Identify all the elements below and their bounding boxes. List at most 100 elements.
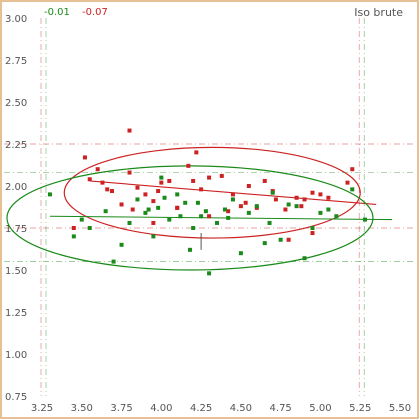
data-point	[283, 207, 288, 212]
data-point	[215, 220, 220, 225]
correlation-label-1: -0.01	[44, 7, 70, 18]
data-point	[345, 180, 350, 185]
x-tick-label: 4.25	[190, 403, 212, 414]
data-point	[310, 231, 315, 236]
y-tick-label: 1.75	[5, 224, 27, 235]
x-tick-label: 5.25	[349, 403, 371, 414]
x-tick-label: 4.75	[270, 403, 292, 414]
data-point	[71, 226, 76, 230]
data-point	[246, 210, 251, 215]
series-1	[71, 128, 355, 242]
data-point	[294, 195, 299, 200]
data-point	[82, 155, 87, 160]
x-tick-label: 5.50	[389, 403, 411, 414]
data-point	[286, 237, 291, 242]
data-point	[195, 200, 200, 205]
data-point	[159, 180, 164, 185]
y-tick-label: 0.75	[5, 392, 27, 403]
data-point	[299, 204, 304, 209]
data-point	[127, 128, 132, 133]
data-point	[286, 202, 291, 207]
data-point	[318, 210, 323, 215]
data-point	[130, 207, 135, 212]
data-point	[178, 214, 183, 219]
x-tick-label: 3.50	[71, 403, 93, 414]
data-point	[254, 204, 259, 209]
data-point	[87, 177, 92, 182]
data-point	[326, 195, 331, 200]
data-point	[191, 226, 196, 230]
data-point	[95, 167, 100, 172]
data-point	[100, 180, 105, 185]
regression-line	[49, 215, 393, 221]
data-point	[230, 192, 235, 197]
data-point	[310, 226, 315, 230]
data-point	[167, 178, 172, 183]
data-point	[175, 192, 180, 197]
data-point	[146, 207, 151, 212]
data-point	[151, 199, 156, 204]
confidence-ellipse	[63, 146, 361, 239]
data-point	[302, 197, 307, 202]
data-point	[262, 178, 267, 183]
data-point	[318, 192, 323, 197]
data-point	[246, 184, 251, 188]
data-point	[294, 204, 299, 209]
data-point	[71, 234, 76, 239]
data-point	[350, 187, 355, 192]
data-point	[110, 189, 115, 194]
data-point	[207, 271, 212, 276]
data-point	[47, 192, 52, 197]
data-point	[162, 195, 167, 200]
data-point	[135, 197, 140, 202]
y-tick-label: 2.50	[5, 98, 27, 109]
data-point	[183, 200, 188, 205]
data-point	[362, 217, 367, 222]
y-tick-label: 3.00	[5, 14, 27, 25]
data-point	[334, 214, 339, 219]
data-point	[199, 187, 204, 192]
data-point	[156, 205, 161, 210]
data-point	[310, 190, 315, 195]
data-point	[119, 202, 124, 207]
x-tick-label: 3.25	[31, 403, 53, 414]
data-point	[302, 256, 307, 261]
data-point	[226, 215, 231, 220]
data-point	[207, 175, 212, 180]
data-point	[159, 175, 164, 180]
y-tick-label: 2.75	[5, 56, 27, 67]
y-tick-label: 1.00	[5, 350, 27, 361]
data-point	[267, 220, 272, 225]
data-point	[143, 192, 148, 197]
x-tick-label: 3.75	[110, 403, 132, 414]
data-point	[194, 150, 199, 155]
data-point	[243, 200, 248, 205]
data-point	[350, 167, 355, 172]
data-point	[135, 185, 140, 190]
data-point	[105, 187, 110, 192]
y-tick-label: 1.25	[5, 308, 27, 319]
data-point	[238, 251, 243, 256]
data-point	[262, 241, 267, 246]
data-point	[127, 220, 132, 225]
data-point	[226, 209, 231, 214]
data-point	[87, 226, 92, 230]
data-point	[167, 217, 172, 222]
y-tick-label: 2.00	[5, 182, 27, 193]
fit-group-1	[4, 18, 415, 396]
data-point	[270, 190, 275, 195]
data-point	[143, 210, 148, 215]
data-point	[203, 209, 208, 214]
x-tick-label: 4.00	[150, 403, 172, 414]
data-point	[207, 214, 212, 219]
series-2	[47, 175, 367, 276]
y-tick-label: 2.25	[5, 140, 27, 151]
data-point	[191, 178, 196, 183]
data-point	[151, 234, 156, 239]
x-tick-label: 5.00	[309, 403, 331, 414]
data-point	[151, 220, 156, 225]
data-point	[103, 209, 108, 214]
data-point	[222, 207, 227, 212]
